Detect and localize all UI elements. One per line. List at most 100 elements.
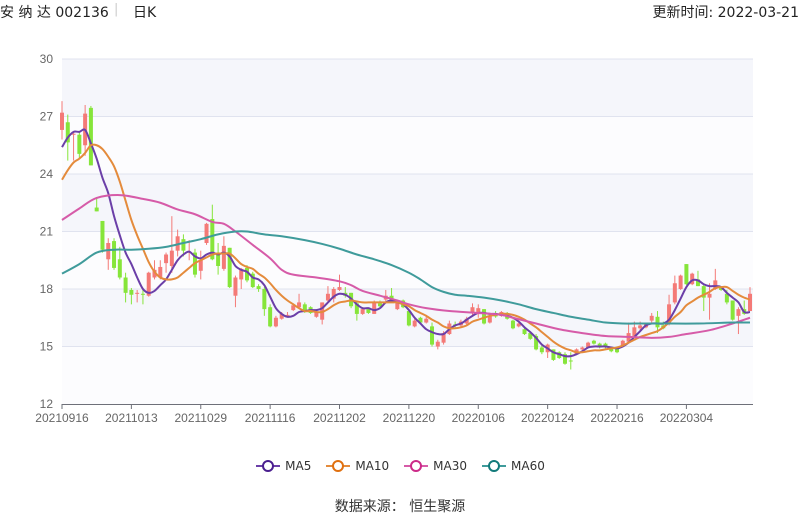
candle-body <box>297 302 302 308</box>
candle <box>539 345 544 355</box>
candle-body <box>586 342 591 348</box>
candle-body <box>395 302 400 310</box>
candle <box>164 252 169 273</box>
candle <box>117 246 122 280</box>
candle-body <box>152 269 157 278</box>
candle-body <box>77 134 82 154</box>
candle-body <box>112 241 117 268</box>
x-tick-label: 20211013 <box>105 411 158 425</box>
candle-body <box>60 112 64 130</box>
x-tick-label: 20210916 <box>35 411 89 425</box>
candle-body <box>406 311 411 326</box>
candle-body <box>534 335 539 350</box>
period-label[interactable]: 日K <box>133 5 157 21</box>
candle-body <box>239 268 244 280</box>
x-tick-label: 20211220 <box>383 411 436 425</box>
candle <box>406 311 411 327</box>
candle <box>268 304 273 328</box>
candle-body <box>268 307 273 327</box>
candle <box>591 339 596 345</box>
candle-body <box>140 293 145 295</box>
candle-body <box>291 305 296 311</box>
legend-label: MA30 <box>433 459 468 473</box>
candle-body <box>672 283 677 303</box>
y-tick-label: 15 <box>40 340 54 354</box>
candle-body <box>493 315 498 317</box>
candle-body <box>620 340 625 347</box>
candle <box>77 130 82 159</box>
candle-body <box>580 347 585 350</box>
candle <box>522 328 527 335</box>
x-tick-label: 20211029 <box>175 411 228 425</box>
candle <box>690 272 695 286</box>
candle-body <box>100 220 105 250</box>
x-tick-label: 20211116 <box>245 411 296 425</box>
candle <box>256 284 261 292</box>
candle-body <box>638 325 643 329</box>
candle <box>250 271 255 289</box>
candle-body <box>117 259 122 278</box>
candle-body <box>713 280 718 289</box>
candle-body <box>88 107 93 166</box>
candle <box>210 204 215 261</box>
candle-body <box>279 313 284 319</box>
ma-line-ma30 <box>61 194 751 339</box>
candle-body <box>435 341 440 347</box>
candle <box>516 322 521 328</box>
candle-body <box>331 289 336 299</box>
candle-body <box>441 333 446 343</box>
candle <box>470 303 475 316</box>
candle-body <box>707 293 712 298</box>
x-tick-label: 20220124 <box>521 411 575 425</box>
candle-body <box>562 354 567 364</box>
stock-title: 安 纳 达 002136 <box>0 5 109 21</box>
candle <box>655 311 660 334</box>
candle-body <box>649 315 654 321</box>
candle-body <box>487 315 492 323</box>
candle <box>100 220 105 253</box>
candle <box>262 287 267 316</box>
candle <box>273 315 278 328</box>
candle <box>331 287 336 303</box>
candle <box>129 288 134 305</box>
candle-body <box>123 277 128 293</box>
x-tick-label: 20211202 <box>313 411 366 425</box>
candle <box>169 216 174 273</box>
header-separator: | <box>114 2 119 17</box>
candle-body <box>690 273 695 285</box>
candle-body <box>94 207 99 212</box>
candle-body <box>129 289 134 295</box>
candle-body <box>470 307 475 313</box>
candle-body <box>314 312 319 317</box>
legend-label: MA10 <box>355 459 390 473</box>
candle-body <box>216 254 221 266</box>
legend-item-ma5[interactable]: MA5 <box>255 459 311 473</box>
candle-body <box>198 260 203 271</box>
candle-body <box>227 247 232 288</box>
grid-band <box>62 174 753 232</box>
legend-item-ma30[interactable]: MA30 <box>403 459 467 473</box>
candle-body <box>360 309 365 314</box>
legend-item-ma10[interactable]: MA10 <box>325 459 389 473</box>
candle <box>135 289 140 303</box>
candle-body <box>250 273 255 288</box>
candle-body <box>678 275 683 289</box>
candle <box>198 250 203 280</box>
candle-body <box>158 266 163 278</box>
candle <box>464 316 469 326</box>
candle-body <box>65 122 70 143</box>
candle-body <box>510 320 515 329</box>
legend-item-ma60[interactable]: MA60 <box>481 459 545 473</box>
candle-body <box>181 239 186 251</box>
candle-body <box>539 347 544 353</box>
candle-body <box>476 308 481 312</box>
candle-body <box>169 250 174 266</box>
y-tick-label: 24 <box>40 167 54 181</box>
data-source: 数据来源： 恒生聚源 <box>334 499 466 515</box>
legend-label: MA5 <box>285 459 312 473</box>
x-tick-label: 20220106 <box>452 411 506 425</box>
candle <box>60 101 64 140</box>
candle-body <box>135 292 140 294</box>
candle <box>678 274 683 290</box>
candle-body <box>632 327 637 336</box>
